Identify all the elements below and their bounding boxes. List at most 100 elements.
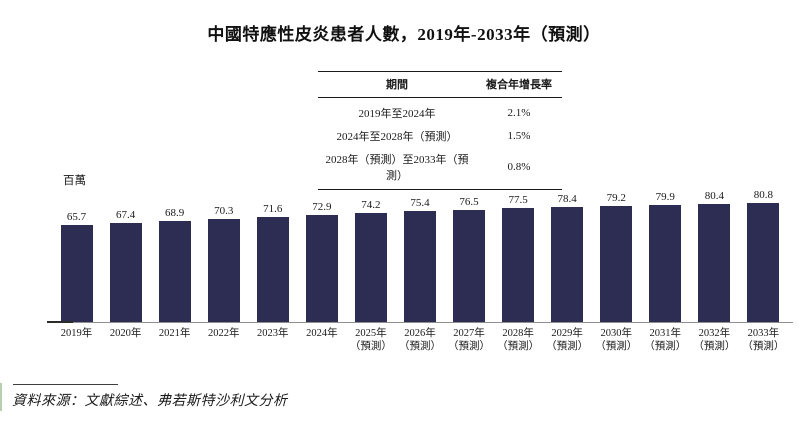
bar-slot: 77.5	[494, 185, 543, 322]
bar	[109, 223, 142, 322]
bar	[649, 205, 682, 322]
bar-value-label: 67.4	[115, 209, 136, 221]
bar	[207, 219, 240, 322]
x-axis-tick-forecast-note: （預測）	[398, 340, 441, 352]
bar	[354, 213, 387, 322]
bar-value-label: 75.4	[410, 197, 430, 209]
bar-slot: 74.2	[346, 185, 395, 322]
bar-value-label: 79.2	[606, 192, 626, 204]
bar-value-label: 68.9	[165, 207, 185, 219]
bar-slot: 70.3	[199, 185, 248, 322]
x-axis-tick-label: 2020年	[101, 328, 150, 353]
x-axis-tick-year: 2020年	[109, 328, 142, 339]
x-axis-tick-year: 2032年	[698, 328, 731, 339]
bar-slot: 72.9	[297, 185, 346, 322]
bar-slot: 65.7	[52, 185, 101, 322]
cagr-value: 1.5%	[507, 130, 531, 142]
bar-value-label: 79.9	[655, 191, 675, 203]
x-axis-tick-forecast-note: （預測）	[349, 340, 392, 352]
x-axis-tick-year: 2022年	[207, 328, 240, 339]
bar-slot: 71.6	[248, 185, 297, 322]
bar-slot: 68.9	[150, 185, 199, 322]
x-axis-origin-segment	[47, 321, 73, 323]
bar-value-label: 74.2	[361, 199, 381, 211]
x-axis-tick-year: 2025年	[355, 328, 387, 339]
x-axis-tick-label: 2030年 （預測）	[592, 328, 641, 353]
chart-title: 中國特應性皮炎患者人數，2019年-2033年（預測）	[207, 25, 601, 44]
x-axis-tick-year: 2028年	[502, 328, 534, 339]
y-axis-unit-label: 百萬	[63, 175, 86, 187]
x-axis-tick-year: 2033年	[747, 328, 780, 339]
x-axis-tick-forecast-note: （預測）	[693, 340, 736, 352]
x-axis-tick-label: 2024年	[297, 328, 346, 353]
bar	[158, 221, 191, 322]
bar-slots: 65.7 67.4 68.9 70.3 71.6 72.9 74.2 75.4 76.5 77.5…	[52, 185, 788, 322]
x-axis-tick-year: 2023年	[257, 328, 289, 339]
bar-slot: 79.9	[641, 185, 690, 322]
x-axis-tick-label: 2032年 （預測）	[690, 328, 739, 353]
x-axis-tick-year: 2030年	[600, 328, 632, 339]
x-axis-tick-year: 2029年	[551, 328, 583, 339]
bar-value-label: 70.3	[214, 205, 234, 217]
x-axis-tick-label: 2027年 （預測）	[445, 328, 494, 353]
cagr-row: 2028年（預測）至2033年（預測） 0.8%	[318, 147, 562, 190]
x-axis-tick-year: 2027年	[453, 328, 485, 339]
bar	[256, 217, 289, 322]
cagr-row: 2019年至2024年 2.1%	[318, 98, 562, 125]
bar	[453, 210, 486, 322]
cagr-table: 期間 複合年增長率 2019年至2024年 2.1% 2024年至2028年（預測）…	[318, 71, 562, 190]
cagr-period: 2028年（預測）至2033年（預測）	[318, 147, 476, 190]
x-axis-tick-year: 2021年	[158, 328, 191, 339]
x-axis-tick-label: 2026年 （預測）	[395, 328, 444, 353]
x-axis-tick-forecast-note: （預測）	[497, 340, 540, 352]
bar	[403, 211, 436, 322]
bar-value-label: 72.9	[312, 201, 332, 213]
bar-slot: 80.8	[739, 185, 788, 322]
x-axis-tick-label: 2019年	[52, 328, 101, 353]
x-axis-tick-year: 2031年	[649, 328, 682, 339]
cagr-header-row: 期間 複合年增長率	[318, 71, 562, 98]
bar	[305, 215, 338, 322]
bar-value-label: 77.5	[508, 194, 528, 206]
bar-slot: 67.4	[101, 185, 150, 322]
bar	[600, 206, 633, 322]
source-note: 資料來源：文獻綜述、弗若斯特沙利文分析	[12, 394, 288, 409]
x-axis-labels: 2019年 2020年 2021年 2022年 2023年 2024年 2025年 （預測） 2…	[52, 328, 788, 353]
x-axis-tick-forecast-note: （預測）	[595, 340, 638, 352]
bar-value-label: 65.7	[66, 211, 87, 223]
source-divider-line	[13, 384, 118, 385]
cagr-table-body: 2019年至2024年 2.1% 2024年至2028年（預測） 1.5% 2028年（…	[318, 98, 562, 190]
x-axis-tick-label: 2033年 （預測）	[739, 328, 788, 353]
cagr-header-rate: 複合年增長率	[476, 71, 562, 98]
x-axis-tick-label: 2028年 （預測）	[494, 328, 543, 353]
x-axis-line	[48, 322, 793, 323]
x-axis-tick-label: 2023年	[248, 328, 297, 353]
bar-slot: 75.4	[395, 185, 444, 322]
bar	[60, 225, 93, 322]
bar-value-label: 80.8	[753, 189, 774, 201]
x-axis-tick-year: 2026年	[404, 328, 436, 339]
x-axis-tick-label: 2025年 （預測）	[346, 328, 395, 353]
cagr-header-period: 期間	[318, 71, 476, 98]
cagr-row: 2024年至2028年（預測） 1.5%	[318, 124, 562, 147]
cagr-value: 0.8%	[476, 147, 562, 190]
green-edge-artifact	[0, 383, 2, 411]
bar	[502, 208, 535, 322]
x-axis-tick-year: 2024年	[306, 328, 338, 339]
bar-value-label: 78.4	[557, 193, 577, 205]
x-axis-tick-label: 2022年	[199, 328, 248, 353]
bar-slot: 79.2	[592, 185, 641, 322]
cagr-value: 2.1%	[507, 107, 531, 119]
x-axis-tick-forecast-note: （預測）	[546, 340, 589, 352]
x-axis-tick-label: 2021年	[150, 328, 199, 353]
bar	[747, 203, 780, 322]
cagr-period: 2024年至2028年（預測）	[336, 131, 458, 143]
x-axis-tick-year: 2019年	[60, 328, 93, 339]
x-axis-tick-label: 2031年 （預測）	[641, 328, 690, 353]
x-axis-tick-forecast-note: （預測）	[742, 340, 785, 352]
bar-slot: 80.4	[690, 185, 739, 322]
bar-value-label: 80.4	[704, 190, 724, 202]
bar	[698, 204, 731, 322]
bar-value-label: 76.5	[459, 196, 479, 208]
